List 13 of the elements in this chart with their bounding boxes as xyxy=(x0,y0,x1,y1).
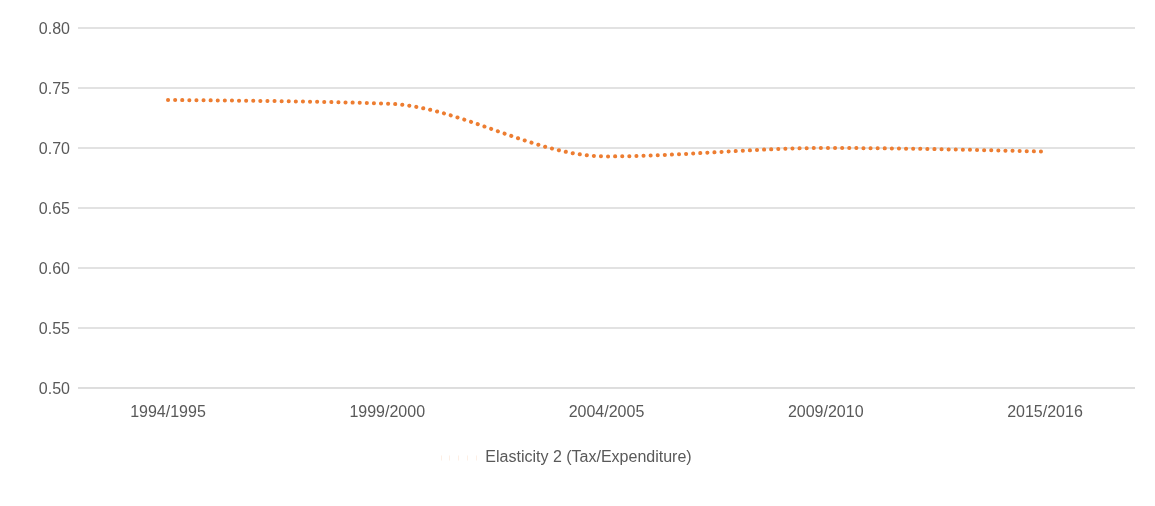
x-tick-label: 1999/2000 xyxy=(349,403,426,421)
y-tick-label: 0.80 xyxy=(38,19,71,37)
y-tick-label: 0.70 xyxy=(38,139,71,157)
y-tick-label: 0.55 xyxy=(38,319,71,337)
y-tick-label: 0.75 xyxy=(38,79,71,97)
y-tick-label: 0.50 xyxy=(38,379,71,397)
x-tick-label: 2004/2005 xyxy=(568,403,645,421)
y-tick-label: 0.65 xyxy=(38,199,71,217)
x-tick-label: 2015/2016 xyxy=(1007,403,1083,421)
legend-label: Elasticity 2 (Tax/Expenditure) xyxy=(485,448,692,466)
x-tick-label: 1994/1995 xyxy=(130,403,206,421)
y-tick-label: 0.60 xyxy=(38,259,71,277)
x-tick-label: 2009/2010 xyxy=(787,403,864,421)
